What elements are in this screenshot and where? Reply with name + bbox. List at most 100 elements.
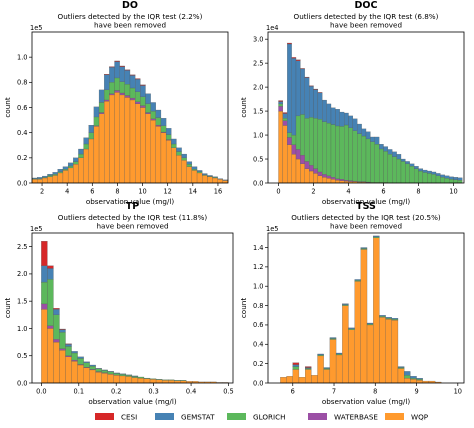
do-bar-wqp: [181, 160, 187, 184]
tss-bar-gemstat: [366, 322, 374, 325]
tp-bar-cesi: [53, 308, 60, 310]
doc-bar-waterbase: [291, 144, 297, 155]
doc-bar-gemstat: [313, 89, 319, 119]
do-bar-glorich: [196, 171, 203, 174]
tp-bar-glorich: [89, 365, 96, 370]
doc-bar-gemstat: [335, 109, 340, 127]
tss-bar-wqp: [335, 354, 343, 384]
doc-bar-glorich: [457, 179, 463, 184]
tss-x-tick-label: 10: [454, 388, 462, 396]
doc-bar-waterbase: [330, 177, 336, 180]
legend-item-waterbase: WATERBASE: [308, 413, 378, 422]
doc-bar-waterbase: [300, 155, 305, 164]
tp-bar-wqp: [137, 377, 145, 384]
doc-bar-gemstat: [444, 175, 450, 179]
do-bar-waterbase: [145, 112, 151, 114]
doc-bar-gemstat: [422, 169, 428, 173]
doc-bar-waterbase: [344, 179, 349, 182]
tss-bar-wqp: [317, 355, 324, 384]
tss-y-tick-label: 0.2: [253, 360, 264, 368]
doc-bar-waterbase: [339, 179, 345, 181]
tp-bar-glorich: [131, 376, 139, 378]
doc-x-tick-label: 10: [449, 188, 457, 196]
tss-bar-gemstat: [335, 352, 343, 355]
doc-bar-gemstat: [330, 107, 336, 125]
doc-bar-cesi: [282, 112, 288, 114]
do-bar-gemstat: [104, 74, 110, 91]
doc-bar-glorich: [300, 114, 305, 156]
tss-bar-wqp: [385, 319, 392, 384]
do-bar-glorich: [78, 153, 84, 158]
do-bar-glorich: [176, 151, 182, 156]
legend-swatch-waterbase: [308, 413, 327, 420]
tss-bar-gemstat: [305, 367, 312, 369]
tss-y-axis-label: count: [239, 298, 248, 318]
tp-bar-glorich: [137, 376, 145, 379]
doc-bar-waterbase: [348, 180, 354, 182]
tp-x-axis-label: observation value (mg/l): [88, 397, 176, 406]
do-bar-wqp: [207, 176, 213, 184]
doc-subtitle-line: Outliers detected by the IQR test (6.8%): [294, 12, 439, 21]
doc-bar-gemstat: [365, 131, 371, 140]
doc-bar-gemstat: [322, 99, 327, 122]
tp-bar-gemstat: [95, 368, 102, 369]
tss-bar-wqp: [416, 379, 423, 384]
do-y-tick-label: 0.8: [17, 79, 28, 87]
doc-bar-wqp: [291, 154, 297, 184]
tp-bar-wqp: [131, 377, 139, 384]
do-bar-glorich: [47, 175, 53, 177]
do-bar-gemstat: [155, 109, 162, 118]
tp-bar-wqp: [113, 375, 120, 384]
tss-y-tick-label: 0.4: [253, 341, 264, 349]
do-bar-gemstat: [119, 66, 125, 82]
tp-x-tick-label: 0.1: [74, 388, 85, 396]
do-bar-gemstat: [57, 169, 64, 172]
do-bar-wqp: [93, 126, 100, 184]
tp-x-tick-label: 0.2: [111, 388, 122, 396]
do-bar-gemstat: [37, 177, 43, 179]
doc-title: DOC: [355, 0, 378, 11]
do-bar-cesi: [104, 74, 110, 75]
do-bar-glorich: [191, 169, 198, 171]
doc-bar-gemstat: [379, 144, 384, 150]
tp-bar-gemstat: [89, 364, 96, 367]
doc-bar-gemstat: [431, 171, 437, 175]
tp-bar-glorich: [65, 346, 72, 356]
legend-label-cesi: CESI: [121, 413, 137, 422]
tp-bar-wqp: [83, 367, 90, 384]
tp-bar-cesi: [41, 241, 48, 266]
do-bar-gemstat: [207, 175, 213, 177]
do-bar-glorich: [57, 171, 64, 174]
doc-bar-glorich: [400, 161, 406, 184]
doc-bar-glorich: [348, 127, 354, 181]
do-x-tick-label: 2: [40, 188, 44, 196]
legend-item-glorich: GLORICH: [227, 413, 286, 422]
tp-y-tick-label: 0.0: [17, 379, 28, 387]
do-bar-glorich: [171, 143, 177, 148]
tss-bar-wqp: [373, 237, 380, 384]
tp-bar-glorich: [41, 281, 48, 305]
do-bar-waterbase: [124, 95, 131, 98]
doc-bar-glorich: [392, 156, 397, 184]
do-bar-glorich: [140, 96, 146, 106]
tss-bar-glorich: [329, 338, 337, 340]
do-bar-glorich: [181, 157, 187, 161]
do-bar-gemstat: [181, 153, 187, 158]
tss-y-tick-label: 1.0: [253, 283, 264, 291]
tp-bar-wqp: [125, 376, 133, 384]
do-bar-glorich: [155, 117, 162, 126]
do-bar-gemstat: [114, 61, 120, 79]
do-subtitle-line: have been removed: [94, 21, 166, 30]
doc-bar-gemstat: [282, 113, 288, 119]
doc-y-tick-label: 0.5: [253, 155, 264, 163]
do-bar-gemstat: [78, 148, 84, 155]
tp-axes-frame: [31, 232, 234, 384]
doc-axes-frame: [267, 31, 465, 184]
do-bar-gemstat: [150, 102, 156, 112]
do-bar-gemstat: [217, 178, 223, 180]
do-bar-glorich: [135, 91, 141, 102]
doc-x-tick-label: 2: [311, 188, 315, 196]
do-bar-glorich: [129, 87, 136, 99]
doc-bar-glorich: [317, 119, 323, 173]
doc-y-exponent: 1e4: [266, 24, 278, 32]
